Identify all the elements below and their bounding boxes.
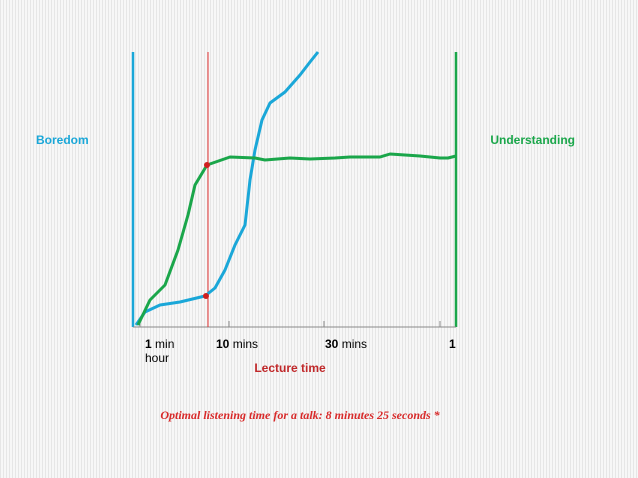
axis-ticks [139, 321, 441, 327]
axis-title: Lecture time [254, 361, 326, 375]
boredom-curve [134, 51, 320, 326]
left-label: Boredom [36, 133, 89, 147]
intersection-dot [204, 162, 210, 168]
understanding-curve [136, 152, 457, 326]
tick-label: 1 min [145, 337, 174, 351]
tick-label: hour [145, 351, 169, 365]
tick-label: 1 [449, 337, 456, 351]
caption: Optimal listening time for a talk: 8 min… [160, 408, 440, 422]
right-label: Understanding [490, 133, 575, 147]
tick-label: 10 mins [216, 337, 258, 351]
tick-label: 30 mins [325, 337, 367, 351]
intersection-dot [203, 293, 209, 299]
